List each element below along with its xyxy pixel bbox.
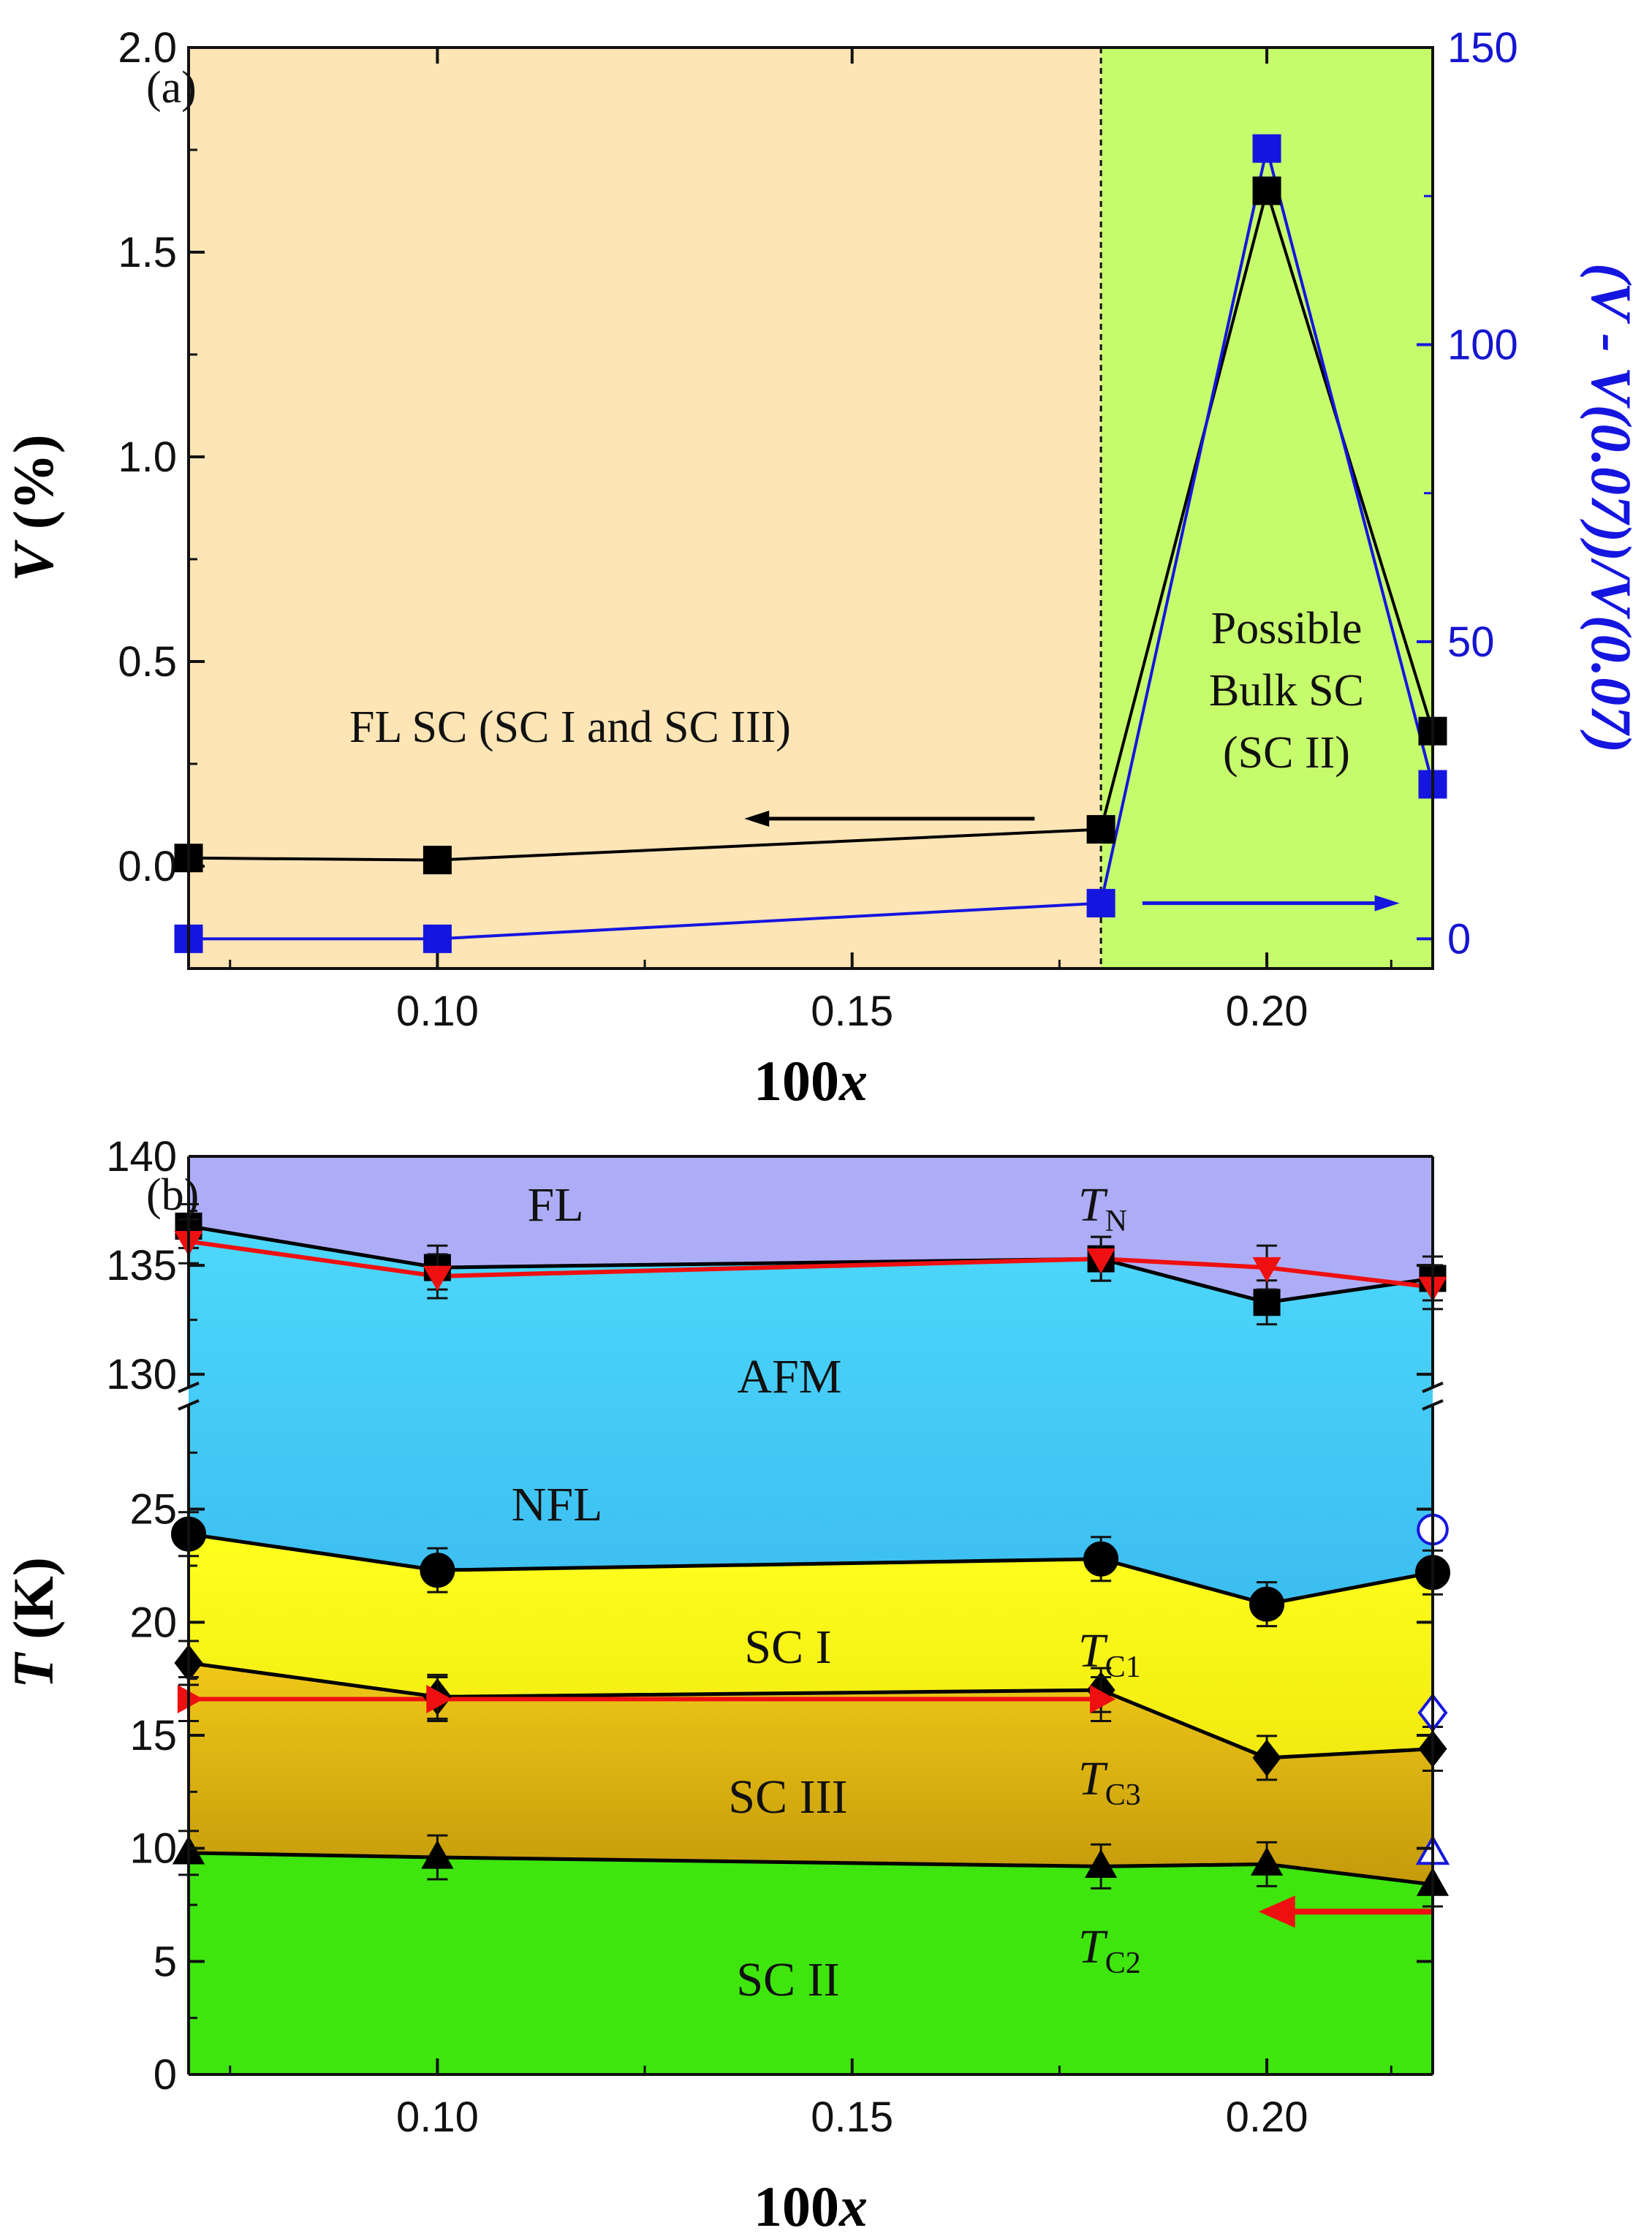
- panel-a-ytick-label: 0.0: [118, 843, 177, 890]
- panel-b-ytick-label: 15: [129, 1712, 177, 1759]
- panel-a-ytick-label: 2.0: [118, 24, 177, 72]
- fl-sc-annotation: FL SC (SC I and SC III): [349, 702, 791, 752]
- panel-a-ytick-right-label: 0: [1447, 915, 1471, 963]
- panel-b-ytick-label: 130: [106, 1351, 177, 1398]
- panel-b-axis-break-mark: [178, 1382, 200, 1393]
- panel-a-ylabel: V (%): [1, 434, 65, 581]
- panel-b-series-2-point: [1083, 1541, 1119, 1577]
- panel-b-series-5-point: [1085, 1849, 1118, 1879]
- panel-b-series-5-point: [421, 1840, 454, 1869]
- panel-a-frame: [187, 46, 1434, 970]
- panel-a-arrow-head-0: [744, 811, 770, 827]
- panel-b-label: (b): [146, 1170, 199, 1220]
- panel-b-ylabel-variable: T: [1, 1651, 65, 1689]
- panel-a-ytick-right-label: 50: [1447, 618, 1495, 666]
- panel-a-xlabel-variable: x: [838, 1049, 868, 1113]
- curve-label-tc1: TC1: [1078, 1624, 1141, 1684]
- panel-a-series-1-point: [1086, 889, 1115, 918]
- curve-label-tc3-main: T: [1078, 1752, 1108, 1805]
- panel-b-ytick-label: 140: [106, 1133, 177, 1180]
- bulk-sc-annotation-line3: (SC II): [1223, 728, 1350, 778]
- phase-label-afm: AFM: [737, 1350, 841, 1403]
- panel-a-ylabel-unit: (%): [1, 434, 65, 543]
- panel-a-xlabel: 100x: [754, 1049, 868, 1113]
- panel-b-series-1-point: [423, 1265, 452, 1292]
- panel-b-axis-break-mark: [1422, 1382, 1444, 1393]
- panel-b-xlabel-variable: x: [838, 2175, 868, 2236]
- panel-a-xtick-label: 0.20: [1226, 988, 1308, 1035]
- panel-b-xtick-label: 0.15: [811, 2093, 893, 2141]
- panel-a-ytick-right-label: 150: [1447, 24, 1518, 72]
- curve-label-tc3: TC3: [1078, 1752, 1141, 1812]
- panel-a-arrow-head-1: [1374, 895, 1400, 912]
- curve-label-tn-sub: N: [1105, 1205, 1127, 1238]
- phase-label-sc1: SC I: [744, 1621, 831, 1674]
- panel-b: 0.10 0.15 0.20 130 135 140 0 5 10 15 20 25 (b) FL A…: [1, 1133, 1450, 2236]
- panel-a-ylabel-right: (V - V(0.07))/V(0.07): [1580, 263, 1643, 753]
- panel-b-ytick-label: 25: [129, 1486, 177, 1534]
- panel-b-red-arrow-head: [1258, 1895, 1295, 1928]
- panel-b-region-sc3: [189, 1663, 1433, 1885]
- panel-b-ytick-label: 10: [129, 1825, 177, 1873]
- panel-b-ytick-label: 20: [129, 1599, 177, 1646]
- panel-b-series-4-point: [1090, 1684, 1116, 1714]
- panel-a-ytick-right-label: 100: [1447, 321, 1518, 368]
- panel-b-xlabel: 100x: [754, 2175, 868, 2236]
- panel-a-region-0: [189, 48, 1102, 969]
- curve-label-tn: TN: [1078, 1178, 1127, 1238]
- panel-b-xtick-label: 0.10: [396, 2093, 479, 2141]
- curve-label-tc1-main: T: [1078, 1624, 1108, 1678]
- curve-label-tc2-sub: C2: [1105, 1947, 1141, 1980]
- panel-b-region-sc1: [189, 1534, 1433, 1758]
- phase-label-sc3: SC III: [728, 1770, 847, 1824]
- phase-label-nfl: NFL: [512, 1478, 603, 1531]
- panel-a-xtick-label: 0.15: [811, 988, 893, 1035]
- panel-b-axis-break-mark: [178, 1399, 200, 1411]
- phase-label-sc2: SC II: [736, 1953, 839, 2006]
- curve-label-tc2: TC2: [1078, 1920, 1141, 1980]
- panel-b-series-5-point: [1250, 1846, 1284, 1876]
- panel-a-ytick-label: 1.5: [118, 229, 177, 276]
- panel-b-series-3-point: [1252, 1739, 1281, 1777]
- panel-b-ylabel-unit: (K): [1, 1557, 65, 1653]
- panel-b-series-1-point: [1086, 1248, 1115, 1274]
- curve-label-tc2-main: T: [1078, 1920, 1108, 1974]
- panel-a-ytick-label: 0.5: [118, 638, 177, 686]
- panel-a-xtick-label: 0.10: [396, 988, 479, 1035]
- panel-b-series-2-point: [420, 1553, 455, 1588]
- panel-a-series-1-point: [423, 924, 452, 953]
- panel-a-series-0-point: [1086, 815, 1115, 844]
- panel-b-xtick-label: 0.20: [1226, 2093, 1308, 2141]
- panel-a-xlabel-number: 100: [754, 1049, 839, 1113]
- panel-b-ylabel: T (K): [1, 1557, 65, 1689]
- panel-b-series-4-point: [426, 1684, 452, 1714]
- panel-a-ytick-label: 1.0: [118, 433, 177, 481]
- panel-b-ytick-label: 135: [106, 1242, 177, 1289]
- panel-b-xlabel-number: 100: [754, 2175, 839, 2236]
- curve-label-tc1-sub: C1: [1105, 1651, 1141, 1684]
- curve-label-tc3-sub: C3: [1105, 1778, 1141, 1812]
- panel-b-series-0-point: [1253, 1289, 1281, 1316]
- phase-label-fl: FL: [527, 1178, 583, 1232]
- panel-b-region-afm: [189, 1226, 1433, 1604]
- curve-label-tn-main: T: [1078, 1178, 1108, 1232]
- panel-a-series-0-point: [1252, 176, 1281, 205]
- panel-b-series-2-point: [1249, 1586, 1285, 1622]
- panel-b-ytick-label: 0: [154, 2051, 177, 2099]
- bulk-sc-annotation-line1: Possible: [1211, 604, 1363, 653]
- panel-b-ytick-label: 5: [154, 1938, 177, 1985]
- bulk-sc-annotation-line2: Bulk SC: [1209, 666, 1364, 716]
- panel-b-axis-break-mark: [1422, 1399, 1444, 1411]
- panel-a-series-1-point: [1252, 134, 1281, 163]
- panel-b-series-1-point: [1252, 1257, 1281, 1283]
- panel-a-ylabel-variable: V: [1, 539, 65, 582]
- panel-a-series-0-point: [423, 846, 452, 875]
